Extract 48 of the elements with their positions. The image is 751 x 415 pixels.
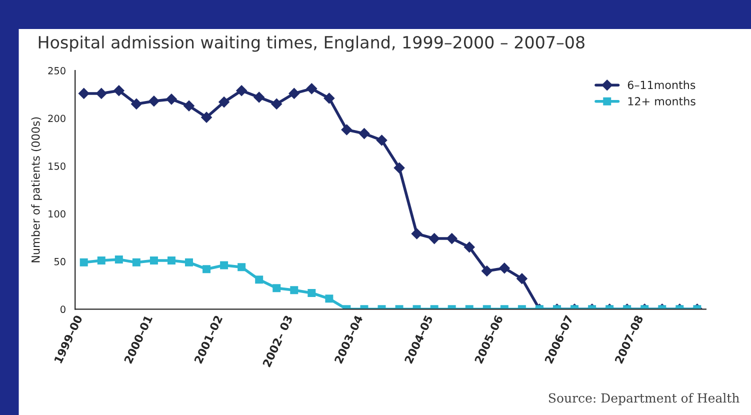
- point: [96, 88, 107, 99]
- point: [114, 256, 123, 264]
- point: [220, 261, 228, 270]
- point: [428, 233, 440, 244]
- point: [148, 96, 160, 107]
- point: [516, 273, 528, 284]
- point: [97, 256, 106, 264]
- point: [341, 124, 352, 136]
- y-tick-label: 150: [48, 162, 66, 170]
- point: [358, 128, 370, 139]
- point: [446, 233, 458, 244]
- y-tick-label: 250: [48, 67, 66, 74]
- point: [113, 85, 124, 96]
- point: [132, 258, 140, 266]
- point: [306, 83, 318, 94]
- point: [394, 162, 405, 174]
- point: [308, 288, 316, 297]
- point: [78, 88, 90, 99]
- y-tick-label: 0: [60, 306, 66, 314]
- point: [271, 98, 282, 110]
- point: [185, 258, 193, 266]
- point: [150, 256, 158, 264]
- point: [131, 98, 142, 110]
- y-tick-label: 50: [54, 258, 66, 266]
- point: [238, 263, 246, 272]
- point: [411, 228, 422, 240]
- legend-label: 6–11months: [628, 80, 696, 90]
- point: [236, 85, 248, 96]
- point: [80, 258, 88, 266]
- legend-label: 12+ months: [628, 96, 696, 106]
- point: [254, 92, 265, 103]
- point: [184, 100, 194, 112]
- chart-title: Hospital admission waiting times, England, 1999–2000 – 2007–08: [38, 36, 584, 52]
- y-tick-label: 200: [48, 114, 66, 122]
- point: [167, 256, 176, 264]
- point: [481, 266, 492, 276]
- point: [464, 242, 475, 253]
- point: [324, 92, 335, 104]
- point: [166, 94, 177, 105]
- point: [218, 96, 230, 108]
- point: [288, 88, 300, 99]
- point: [201, 112, 212, 123]
- point: [376, 134, 388, 146]
- y-tick-label: 100: [48, 210, 66, 218]
- source-note: Source: Department of Health: [548, 393, 740, 406]
- point: [202, 265, 211, 274]
- point: [498, 262, 510, 274]
- y-axis-title: Number of patients (000s): [31, 117, 42, 262]
